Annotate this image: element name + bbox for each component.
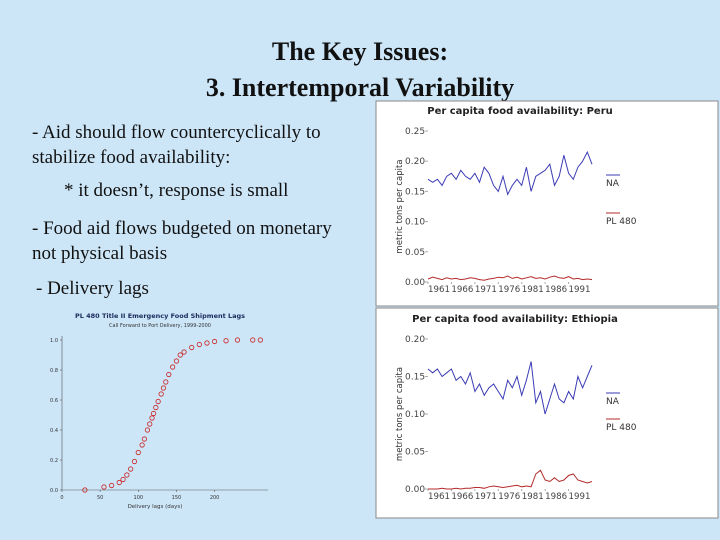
y-tick-label: 0.00: [405, 485, 425, 495]
slide-title: The Key Issues:: [272, 37, 448, 66]
data-point: [170, 364, 176, 370]
y-tick-label: 0.20: [405, 335, 425, 345]
chart-title: PL 480 Title II Emergency Food Shipment …: [75, 312, 245, 320]
data-point: [160, 385, 167, 391]
bullet: - Food aid flows budgeted on monetary no…: [32, 218, 332, 264]
data-point: [150, 410, 157, 417]
chart-frame: [375, 100, 719, 307]
x-tick-label: 200: [210, 495, 220, 501]
bullet: - Delivery lags: [36, 278, 149, 299]
x-axis-label: Delivery lags (days): [128, 504, 183, 510]
y-tick-label: 0.15: [405, 373, 425, 383]
data-point: [101, 484, 107, 490]
data-line: [427, 361, 593, 415]
y-tick-label: 0.05: [405, 248, 425, 258]
data-point: [177, 352, 183, 358]
chart-title: Per capita food availability: Ethiopia: [412, 314, 618, 325]
data-point: [128, 466, 134, 472]
x-tick-label: 150: [172, 495, 182, 501]
x-tick-label: 1961: [428, 492, 450, 502]
data-line: [428, 469, 593, 490]
data-point: [204, 340, 210, 346]
y-tick-label: 0.15: [405, 187, 425, 197]
y-tick-label: 0.00: [405, 278, 425, 288]
x-tick-label: 1991: [569, 285, 591, 295]
legend-label: NA: [606, 179, 620, 189]
y-tick-label: 0.4: [50, 428, 58, 434]
chart-frame: [375, 307, 719, 519]
y-tick-label: 0.10: [405, 410, 425, 420]
x-tick-label: 1981: [522, 285, 544, 295]
data-point: [120, 476, 126, 483]
data-point: [153, 404, 159, 411]
data-point: [211, 338, 218, 345]
bullet: - Aid should flow countercyclically to s…: [32, 122, 321, 168]
y-tick-label: 0.10: [405, 218, 425, 228]
y-tick-label: 0.05: [405, 448, 425, 458]
bullet: * it doesn’t, response is small: [64, 180, 289, 201]
slide-title: 3. Intertemporal Variability: [206, 73, 514, 102]
data-point: [234, 337, 241, 343]
x-tick-label: 50: [97, 495, 103, 501]
x-tick-label: 1971: [475, 492, 497, 502]
chart-subtitle: Call Forward to Port Delivery, 1999-2000: [109, 323, 211, 329]
x-tick-label: 1986: [545, 285, 567, 295]
y-tick-label: 0.2: [50, 458, 58, 464]
data-point: [135, 449, 141, 456]
data-point: [189, 344, 195, 351]
legend-label: PL 480: [606, 217, 637, 227]
data-point: [166, 371, 172, 378]
data-point: [155, 398, 161, 405]
data-line: [427, 275, 593, 281]
y-tick-label: 1.0: [50, 338, 58, 344]
data-point: [158, 391, 164, 397]
x-tick-label: 1971: [475, 285, 497, 295]
y-axis-label: metric tons per capita: [395, 159, 405, 253]
data-point: [139, 442, 145, 448]
y-tick-label: 0.25: [405, 127, 425, 137]
y-tick-label: 0.8: [50, 368, 58, 374]
data-point: [131, 458, 138, 465]
x-tick-label: 1966: [451, 492, 473, 502]
y-axis-label: metric tons per capita: [395, 367, 405, 461]
x-tick-label: 1981: [522, 492, 544, 502]
legend-label: NA: [606, 397, 620, 407]
x-tick-label: 1966: [451, 285, 473, 295]
legend-label: PL 480: [606, 423, 637, 433]
data-point: [144, 427, 151, 433]
data-point: [173, 358, 180, 364]
y-tick-label: 0.20: [405, 157, 425, 167]
data-line: [427, 150, 593, 196]
y-tick-label: 0.0: [50, 488, 58, 494]
x-tick-label: 1976: [498, 285, 520, 295]
x-tick-label: 1986: [545, 492, 567, 502]
chart-title: Per capita food availability: Peru: [427, 106, 613, 117]
x-tick-label: 0: [60, 495, 63, 501]
data-point: [141, 436, 147, 442]
data-point: [250, 337, 256, 343]
data-point: [257, 337, 263, 343]
data-point: [149, 415, 155, 421]
data-point: [108, 482, 115, 489]
data-point: [147, 421, 153, 427]
x-tick-label: 100: [134, 495, 144, 501]
x-tick-label: 1991: [569, 492, 591, 502]
x-tick-label: 1976: [498, 492, 520, 502]
data-point: [196, 341, 202, 348]
data-point: [223, 338, 229, 344]
data-point: [124, 472, 130, 478]
data-point: [82, 487, 88, 493]
data-point: [163, 379, 169, 385]
x-tick-label: 1961: [428, 285, 450, 295]
data-point: [116, 479, 122, 486]
y-tick-label: 0.6: [50, 398, 58, 404]
data-point: [181, 349, 187, 355]
